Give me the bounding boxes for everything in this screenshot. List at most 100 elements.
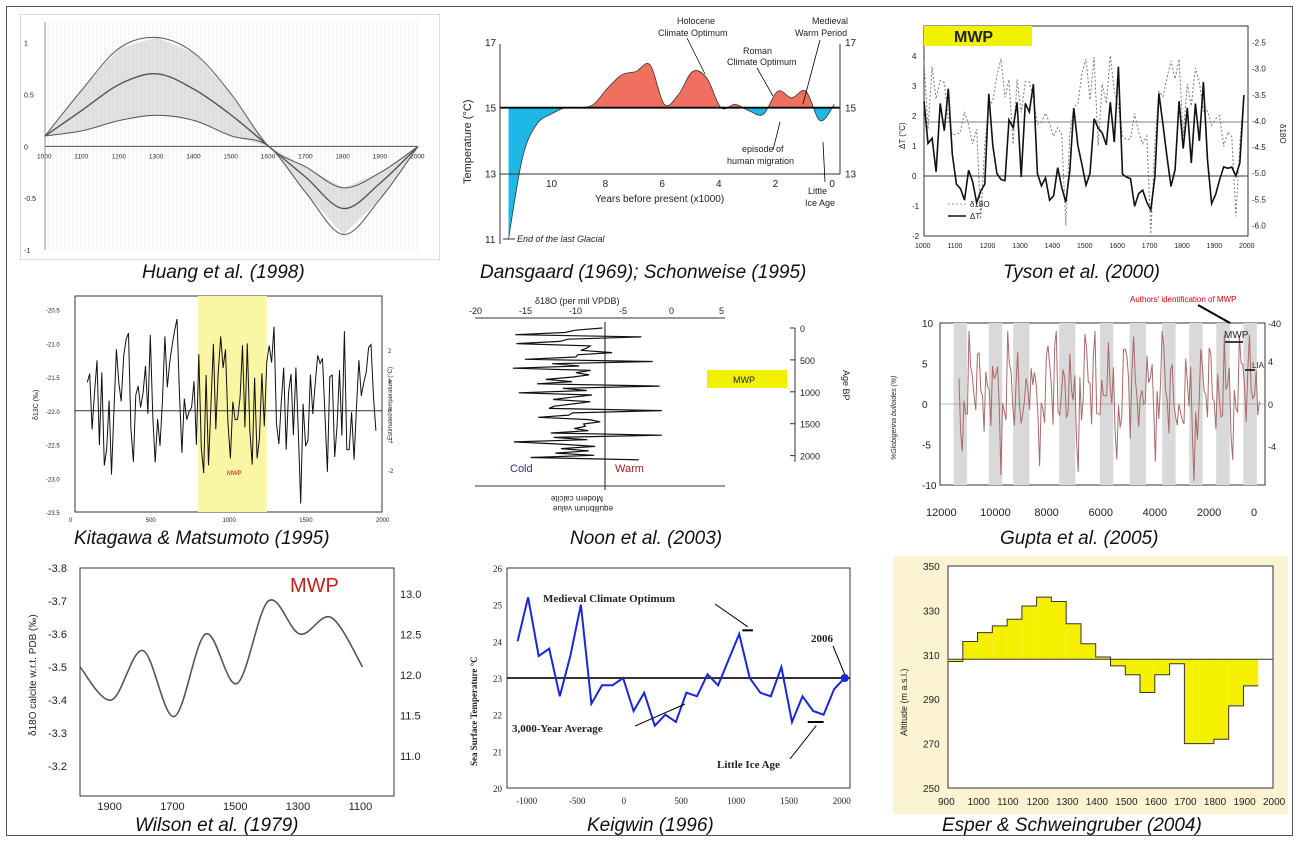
- mwp-bar: [707, 370, 787, 388]
- y-tick-label: 4: [912, 52, 917, 61]
- y-right-tick-label: 13.0: [400, 589, 421, 601]
- y-right-tick-label: -4.5: [1252, 143, 1266, 152]
- y-tick-label: 5: [922, 360, 928, 371]
- y-tick-label: -20.5: [46, 309, 60, 315]
- y-tick-label: -22.5: [46, 444, 60, 450]
- y-right-tick-label: 12.0: [400, 670, 421, 682]
- gupta-mwp-label: MWP: [1224, 330, 1249, 341]
- x-tick-label: 1500: [1115, 797, 1138, 808]
- y-tick-label: 15: [485, 104, 497, 115]
- x-tick-label: 1200: [980, 243, 996, 250]
- chart-esper: 350 330 310 290 270 250 900 1000 1100 1200 1300 140…: [893, 556, 1288, 814]
- warm-area: [565, 63, 835, 108]
- lia-arrow: [789, 725, 817, 760]
- y-right-tick-label: 11.5: [400, 711, 421, 723]
- y-right-tick-label: 2: [388, 349, 392, 355]
- y-tick-label: 250: [923, 784, 940, 795]
- y-tick-label: 350: [923, 562, 940, 573]
- y-tick-label: 2: [912, 112, 917, 121]
- annotation-arrow: [756, 67, 774, 97]
- y-right-axis-label: Estimated temperature (°C): [388, 367, 394, 440]
- x-tick-label: 1100: [349, 801, 373, 813]
- altitude-bar: [1184, 659, 1200, 744]
- altitude-bar: [1154, 659, 1170, 675]
- x-tick-label: 1600: [1145, 797, 1168, 808]
- annot-lia: Little: [808, 186, 827, 196]
- x-tick-label: 1700: [1174, 797, 1197, 808]
- annotation-arrow: [1197, 304, 1231, 324]
- altitude-bar: [1169, 659, 1185, 664]
- x-tick-label: 0: [69, 518, 73, 524]
- plot-area: [79, 567, 395, 797]
- x-tick-label: 1700: [160, 801, 184, 813]
- x-tick-label: 1100: [947, 243, 962, 250]
- mwp-label: MWP: [733, 375, 755, 385]
- y-tick-label: -3.5: [48, 662, 67, 674]
- age-tick-label: 500: [800, 356, 815, 366]
- mwp-label: MWP: [954, 29, 993, 46]
- x-tick-label: -15: [519, 306, 532, 316]
- warm-label: Warm: [615, 463, 644, 475]
- y-tick-label: -1: [24, 248, 30, 255]
- y-right-tick-label: -2: [388, 469, 394, 475]
- altitude-bar: [1021, 605, 1037, 660]
- x-tick-label: 2000: [1197, 507, 1221, 519]
- altitude-bar: [1199, 659, 1214, 744]
- altitude-bar: [962, 641, 978, 660]
- chart-huang: 1 0.5 0 -0.5 -1 1000 1100 1200 1300 1400 1500 1600 1…: [20, 14, 440, 260]
- y-tick-label: 25: [493, 601, 503, 611]
- top-axis-label: δ18O (per mil VPDB): [535, 296, 620, 306]
- caption-keigwin: Keigwin (1996): [587, 815, 714, 836]
- age-tick-label: 0: [800, 324, 805, 334]
- x-tick-label: 6000: [1089, 507, 1113, 519]
- y-tick-label: 17: [485, 38, 497, 49]
- y-right-tick-label: 1: [388, 379, 392, 385]
- y-axis-label: %Globigerina bulloides (%): [891, 376, 898, 460]
- altitude-bar: [1066, 623, 1081, 660]
- altitude-outline: [948, 596, 1259, 745]
- annotation-arrow: [772, 121, 781, 151]
- x-tick-label: 1500: [1077, 243, 1093, 250]
- x-tick-label: -10: [569, 306, 582, 316]
- x-tick-label: 2000: [833, 796, 852, 806]
- y-right-tick-label: 0: [388, 409, 392, 415]
- altitude-bar: [1095, 657, 1111, 660]
- x-tick-label: 1000: [223, 518, 237, 524]
- x-tick-label: 900: [938, 797, 955, 808]
- y-right-tick-label: -4: [1268, 442, 1276, 452]
- annot-roman: Roman: [743, 46, 772, 56]
- y-tick-label: -2: [912, 232, 920, 241]
- gupta-lia-label: LIA: [1252, 361, 1265, 370]
- y-tick-label: 26: [493, 564, 503, 574]
- y-tick-label: -3.3: [48, 728, 67, 740]
- esper-plot: 350 330 310 290 270 250 900 1000 1100 1200 1300 140…: [893, 556, 1288, 814]
- x-tick-label: 4000: [1143, 507, 1167, 519]
- annot-medieval-2: Warm Period: [795, 28, 847, 38]
- altitude-bar: [1007, 619, 1022, 660]
- x-tick-label: 1400: [1045, 243, 1061, 250]
- y-tick-label: 0: [912, 172, 917, 181]
- y-tick-label: 21: [493, 747, 502, 757]
- x-tick-label: -1000: [516, 796, 537, 806]
- caption-dansgaard: Dansgaard (1969); Schonweise (1995): [480, 262, 807, 283]
- dansgaard-plot: 17 17 15 15 13 13 11 10 8 6 4 2 0 Years before presen…: [462, 16, 857, 246]
- y-tick-label: 310: [923, 651, 940, 662]
- y-right-tick-label: -4.0: [1252, 117, 1266, 126]
- y-tick-label: 11: [485, 235, 496, 246]
- lia-label: Little Ice Age: [717, 759, 780, 771]
- x-tick-label: 2000: [1239, 243, 1255, 250]
- x-tick-label: 8: [603, 179, 609, 190]
- altitude-bar: [1080, 643, 1096, 660]
- y-axis-label: Sea Surface Temperature °C: [469, 656, 479, 766]
- x-tick-label: 1900: [97, 801, 121, 813]
- y-right-tick-label: -3.5: [1252, 91, 1266, 100]
- x-tick-label: 1700: [298, 153, 313, 160]
- y-tick-label: 290: [923, 695, 940, 706]
- y-axis-label: Altitude (m a.s.l.): [899, 668, 909, 736]
- y-tick-label: -23.5: [46, 511, 60, 517]
- x-tick-label: 1600: [261, 153, 276, 160]
- cold-label: Cold: [510, 463, 533, 475]
- y-tick-label: -10: [922, 481, 937, 492]
- series-dT: [923, 66, 1245, 213]
- altitude-bar: [1036, 597, 1052, 660]
